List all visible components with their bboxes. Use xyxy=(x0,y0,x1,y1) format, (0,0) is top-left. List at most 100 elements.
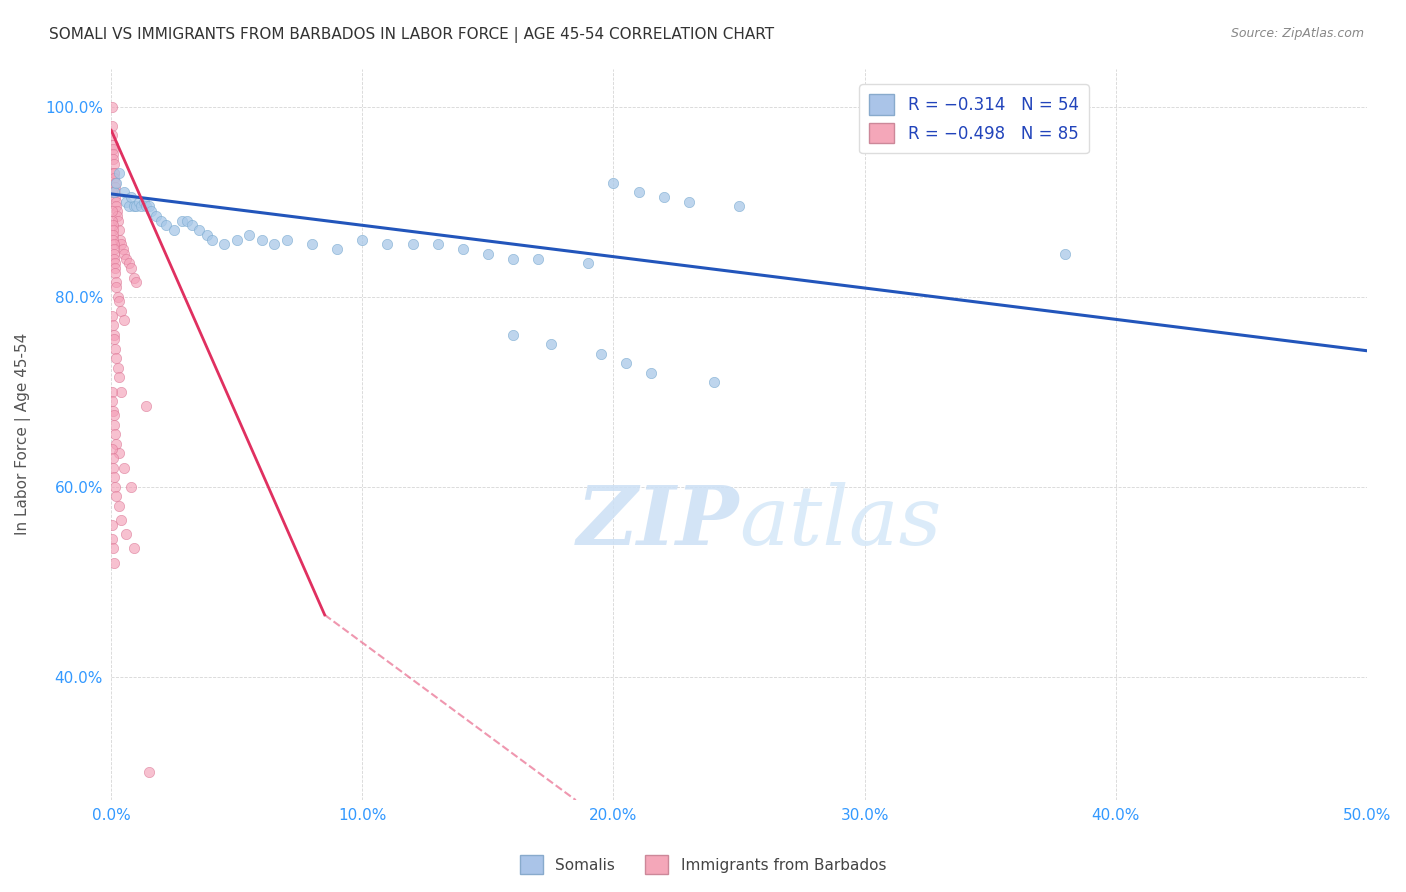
Point xyxy=(138,764,160,779)
Point xyxy=(101,219,124,233)
Point xyxy=(120,261,142,276)
Point xyxy=(103,147,125,161)
Point xyxy=(115,252,138,266)
Point xyxy=(103,417,125,432)
Point xyxy=(103,541,125,556)
Point xyxy=(326,242,349,256)
Point xyxy=(104,275,127,289)
Point xyxy=(103,252,125,266)
Point xyxy=(105,209,128,223)
Point xyxy=(377,237,399,252)
Point xyxy=(104,342,127,356)
Point xyxy=(101,403,124,417)
Point xyxy=(107,499,129,513)
Point xyxy=(122,270,145,285)
Point xyxy=(112,460,135,475)
Point xyxy=(122,541,145,556)
Point xyxy=(502,327,524,342)
Point xyxy=(112,185,135,199)
Point xyxy=(1054,247,1077,261)
Point xyxy=(101,142,124,156)
Point xyxy=(101,137,124,152)
Point xyxy=(122,199,145,213)
Point xyxy=(101,384,124,399)
Point xyxy=(104,261,127,276)
Point xyxy=(170,213,193,227)
Point xyxy=(131,199,153,213)
Point xyxy=(225,233,247,247)
Point xyxy=(108,233,131,247)
Point xyxy=(101,532,124,546)
Point xyxy=(451,242,474,256)
Point xyxy=(104,180,127,194)
Point xyxy=(103,409,125,423)
Point xyxy=(103,170,125,185)
Point xyxy=(103,470,125,484)
Point xyxy=(614,356,637,370)
Point xyxy=(135,199,157,213)
Point xyxy=(107,289,129,303)
Point xyxy=(132,194,155,209)
Point xyxy=(110,237,132,252)
Point xyxy=(103,185,125,199)
Point xyxy=(589,346,612,360)
Point xyxy=(527,252,550,266)
Point xyxy=(105,351,128,366)
Point xyxy=(101,185,124,199)
Point xyxy=(107,360,129,375)
Point xyxy=(103,242,125,256)
Point xyxy=(111,242,134,256)
Legend: R = −0.314   N = 54, R = −0.498   N = 85: R = −0.314 N = 54, R = −0.498 N = 85 xyxy=(859,84,1088,153)
Point xyxy=(101,99,124,113)
Point xyxy=(176,213,198,227)
Point xyxy=(104,256,127,270)
Point xyxy=(103,327,125,342)
Point xyxy=(101,128,124,142)
Text: Source: ZipAtlas.com: Source: ZipAtlas.com xyxy=(1230,27,1364,40)
Point xyxy=(263,237,285,252)
Point xyxy=(352,233,374,247)
Point xyxy=(103,156,125,170)
Point xyxy=(105,489,128,503)
Point xyxy=(101,451,124,466)
Y-axis label: In Labor Force | Age 45-54: In Labor Force | Age 45-54 xyxy=(15,334,31,535)
Point xyxy=(104,176,127,190)
Point xyxy=(145,209,167,223)
Point xyxy=(112,247,135,261)
Point xyxy=(678,194,700,209)
Point xyxy=(401,237,423,252)
Point xyxy=(107,370,129,384)
Point xyxy=(120,480,142,494)
Point xyxy=(104,427,127,442)
Point xyxy=(103,152,125,166)
Point xyxy=(115,194,138,209)
Point xyxy=(426,237,449,252)
Point xyxy=(103,227,125,242)
Point xyxy=(250,233,273,247)
Point xyxy=(125,199,148,213)
Point xyxy=(627,185,650,199)
Point xyxy=(107,446,129,460)
Point xyxy=(103,332,125,346)
Point xyxy=(110,513,132,527)
Point xyxy=(107,213,129,227)
Point xyxy=(101,442,124,456)
Point xyxy=(107,223,129,237)
Legend: Somalis, Immigrants from Barbados: Somalis, Immigrants from Barbados xyxy=(513,849,893,880)
Point xyxy=(104,266,127,280)
Point xyxy=(105,280,128,294)
Point xyxy=(188,223,211,237)
Point xyxy=(101,223,124,237)
Point xyxy=(141,204,163,219)
Text: atlas: atlas xyxy=(740,483,942,562)
Point xyxy=(103,166,125,180)
Point xyxy=(101,119,124,133)
Point xyxy=(728,199,751,213)
Point xyxy=(103,318,125,332)
Point xyxy=(201,233,224,247)
Point xyxy=(502,252,524,266)
Point xyxy=(138,199,160,213)
Point xyxy=(105,199,128,213)
Point xyxy=(115,527,138,541)
Point xyxy=(103,233,125,247)
